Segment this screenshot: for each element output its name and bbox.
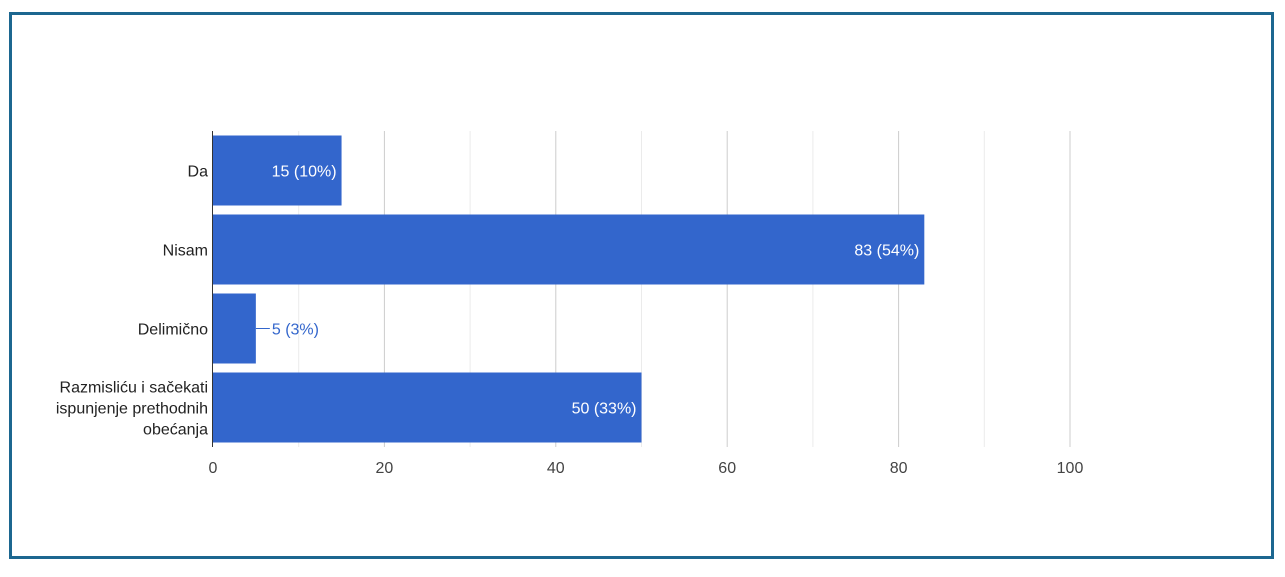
y-category-label: Da: [188, 164, 209, 181]
bar: [213, 293, 256, 364]
data-label: 83 (54%): [854, 243, 919, 260]
data-label: 5 (3%): [272, 322, 319, 339]
x-tick-label: 0: [209, 460, 218, 477]
bar: [213, 372, 642, 443]
x-tick-label: 40: [547, 460, 565, 477]
y-category-label: Delimično: [138, 322, 208, 339]
y-category-label: Razmisliću i sačekati ispunjenje prethodn…: [56, 380, 208, 439]
y-category-label: Nisam: [163, 243, 208, 260]
x-tick-label: 60: [718, 460, 736, 477]
x-tick-label: 100: [1057, 460, 1084, 477]
bar: [213, 135, 342, 206]
bar: [213, 214, 925, 285]
x-tick-label: 80: [890, 460, 908, 477]
x-tick-label: 20: [376, 460, 394, 477]
chart-frame: [9, 12, 1274, 559]
data-label: 15 (10%): [272, 164, 337, 181]
data-label: 50 (33%): [572, 401, 637, 418]
